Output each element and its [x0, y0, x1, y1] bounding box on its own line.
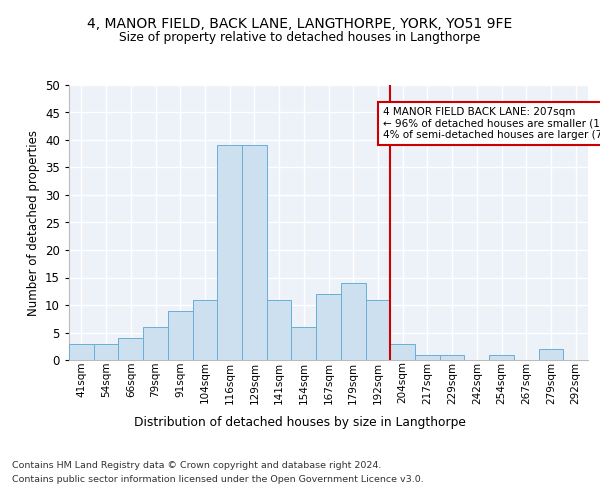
Text: 4, MANOR FIELD, BACK LANE, LANGTHORPE, YORK, YO51 9FE: 4, MANOR FIELD, BACK LANE, LANGTHORPE, Y…	[88, 18, 512, 32]
Bar	[267, 300, 292, 360]
Text: Size of property relative to detached houses in Langthorpe: Size of property relative to detached ho…	[119, 31, 481, 44]
Bar	[316, 294, 341, 360]
Bar	[365, 300, 390, 360]
Text: 4 MANOR FIELD BACK LANE: 207sqm
← 96% of detached houses are smaller (168)
4% of: 4 MANOR FIELD BACK LANE: 207sqm ← 96% of…	[383, 107, 600, 140]
Bar	[292, 327, 316, 360]
Text: Contains HM Land Registry data © Crown copyright and database right 2024.: Contains HM Land Registry data © Crown c…	[12, 462, 382, 470]
Bar	[242, 146, 267, 360]
Bar	[489, 354, 514, 360]
Text: Contains public sector information licensed under the Open Government Licence v3: Contains public sector information licen…	[12, 474, 424, 484]
Bar	[341, 283, 365, 360]
Bar	[390, 344, 415, 360]
Bar	[217, 146, 242, 360]
Bar	[118, 338, 143, 360]
Y-axis label: Number of detached properties: Number of detached properties	[26, 130, 40, 316]
Bar	[415, 354, 440, 360]
Bar	[440, 354, 464, 360]
Bar	[193, 300, 217, 360]
Bar	[69, 344, 94, 360]
Bar	[539, 349, 563, 360]
Text: Distribution of detached houses by size in Langthorpe: Distribution of detached houses by size …	[134, 416, 466, 429]
Bar	[143, 327, 168, 360]
Bar	[168, 310, 193, 360]
Bar	[94, 344, 118, 360]
